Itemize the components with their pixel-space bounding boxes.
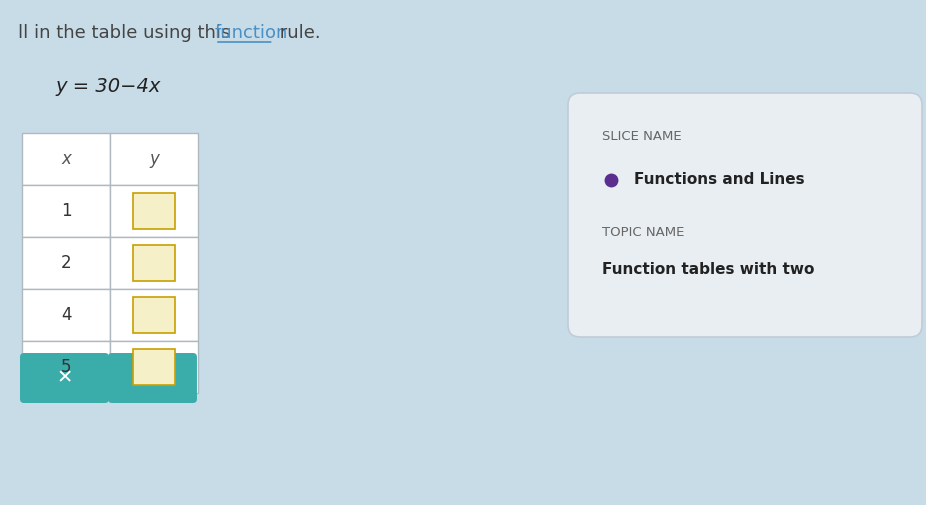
Text: function: function xyxy=(215,24,289,42)
FancyBboxPatch shape xyxy=(132,193,175,229)
Text: 5: 5 xyxy=(61,358,71,376)
FancyBboxPatch shape xyxy=(110,289,198,341)
FancyBboxPatch shape xyxy=(22,237,110,289)
FancyBboxPatch shape xyxy=(20,353,109,403)
Text: 2: 2 xyxy=(61,254,71,272)
Text: ll in the table using this: ll in the table using this xyxy=(18,24,236,42)
FancyBboxPatch shape xyxy=(568,93,922,337)
FancyBboxPatch shape xyxy=(22,289,110,341)
FancyBboxPatch shape xyxy=(132,349,175,385)
FancyBboxPatch shape xyxy=(132,245,175,281)
FancyBboxPatch shape xyxy=(110,237,198,289)
Text: x: x xyxy=(61,150,71,168)
FancyBboxPatch shape xyxy=(22,185,110,237)
Text: Functions and Lines: Functions and Lines xyxy=(634,173,805,187)
Text: ↺: ↺ xyxy=(144,369,161,387)
Text: y: y xyxy=(149,150,159,168)
Text: rule.: rule. xyxy=(273,24,320,42)
FancyBboxPatch shape xyxy=(110,133,198,185)
Text: ✕: ✕ xyxy=(56,369,72,387)
FancyBboxPatch shape xyxy=(110,185,198,237)
Text: 4: 4 xyxy=(61,306,71,324)
FancyBboxPatch shape xyxy=(108,353,197,403)
FancyBboxPatch shape xyxy=(22,341,110,393)
FancyBboxPatch shape xyxy=(22,133,110,185)
FancyBboxPatch shape xyxy=(110,341,198,393)
FancyBboxPatch shape xyxy=(132,297,175,333)
Text: Function tables with two: Function tables with two xyxy=(602,263,814,278)
Text: TOPIC NAME: TOPIC NAME xyxy=(602,227,684,239)
Text: 1: 1 xyxy=(61,202,71,220)
Text: y = 30−4x: y = 30−4x xyxy=(55,77,160,96)
Text: SLICE NAME: SLICE NAME xyxy=(602,130,682,143)
